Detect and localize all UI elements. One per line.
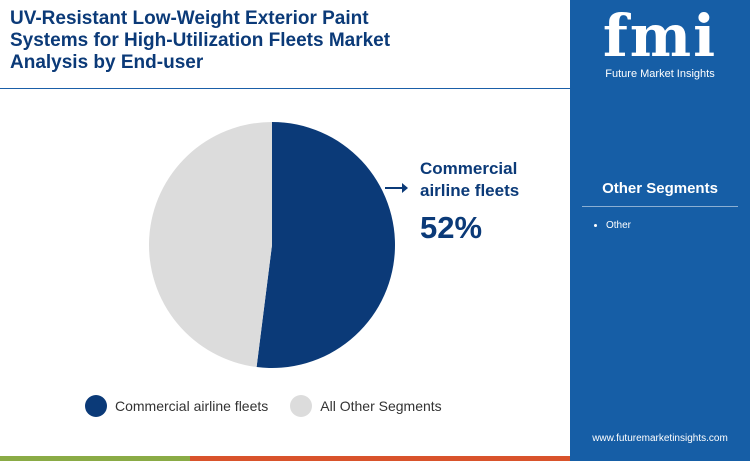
chart: [148, 122, 408, 368]
divider: [0, 88, 570, 89]
brand: Future Market Insights: [605, 68, 715, 80]
segments-list: Other: [592, 220, 631, 231]
legend-swatch: [290, 395, 313, 417]
website: www.futuremarketinsights.com: [592, 433, 728, 444]
segments-divider: [582, 206, 738, 207]
callout-label: Commercial airline fleets: [420, 159, 520, 200]
legend-swatch: [85, 395, 107, 417]
legend-label: All Other Segments: [320, 398, 442, 414]
logo: fmi: [602, 2, 718, 70]
legend: Commercial airline fleets All Other Segme…: [85, 395, 442, 417]
segments-heading: Other Segments: [602, 180, 718, 197]
pie-slice: [256, 122, 395, 368]
footer-strip: [0, 456, 750, 461]
strip-segment: [570, 456, 750, 461]
legend-label: Commercial airline fleets: [115, 398, 269, 414]
legend-item: Commercial airline fleets: [85, 395, 268, 417]
segment-item: Other: [606, 220, 631, 231]
strip-segment: [190, 456, 570, 461]
strip-segment: [0, 456, 190, 461]
legend-item: All Other Segments: [290, 395, 442, 417]
callout-value: 52%: [420, 210, 483, 245]
chart-title: UV-Resistant Low-Weight Exterior Paint S…: [10, 8, 391, 73]
pie-slice: [148, 122, 272, 368]
sidebar: fmi Future Market Insights Other Segment…: [570, 0, 750, 461]
callout-arrow: [402, 183, 408, 193]
